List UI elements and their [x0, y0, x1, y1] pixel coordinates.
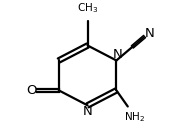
Text: N: N: [145, 27, 155, 40]
Text: N: N: [83, 105, 93, 118]
Text: O: O: [26, 84, 37, 97]
Text: N: N: [113, 48, 123, 61]
Text: CH$_3$: CH$_3$: [77, 1, 98, 15]
Text: NH$_2$: NH$_2$: [124, 110, 145, 124]
